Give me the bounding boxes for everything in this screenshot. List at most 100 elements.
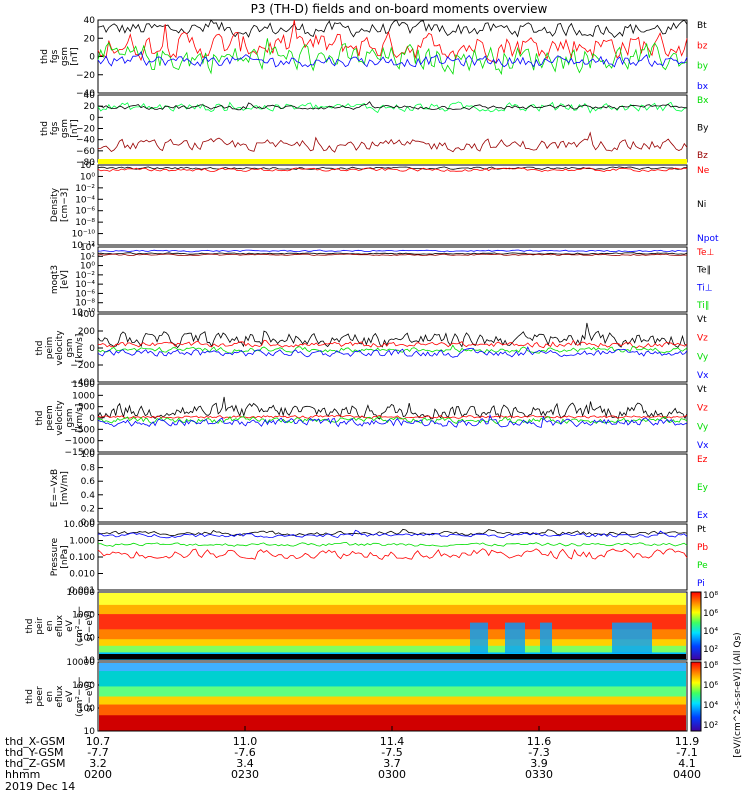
legend-Te⊥: Te⊥	[696, 248, 715, 258]
legend-bz: bz	[697, 41, 708, 51]
spectrogram-floor	[99, 654, 686, 659]
ytick-label: 10000	[66, 658, 95, 668]
ylabel-line: fgs	[50, 49, 60, 63]
series-Vt	[97, 396, 688, 420]
legend-Vz: Vz	[697, 334, 708, 344]
legend-Pt: Pt	[697, 525, 706, 535]
xaxis-row-label: thd_Y-GSM	[5, 746, 64, 759]
ylabel-line: peir	[35, 617, 45, 635]
xaxis-row-label: thd_Z-GSM	[5, 757, 65, 770]
ytick-label: −40	[76, 89, 95, 99]
ytick-label: −400	[70, 378, 95, 388]
colorbar-label: [eV/(cm^2-s-sr-eV)] (All Qs)	[733, 632, 743, 757]
ylabel-line: (cm²−s−	[75, 606, 85, 647]
legend-Npot: Npot	[697, 234, 719, 244]
date-label: 2019 Dec 14	[5, 780, 75, 793]
spectrogram-band	[99, 645, 686, 653]
ytick-label: 200	[78, 327, 95, 337]
colorbar-tick: 10⁶	[703, 609, 718, 619]
ylabel-line: thd	[25, 689, 35, 704]
ytick-label: 1000	[72, 611, 95, 621]
ytick-label: 40	[84, 91, 96, 101]
panel-4: 400 200 0 −200 −400 thd peim velocity gsm [km/s] V…	[35, 310, 709, 388]
ytick-label: −40	[76, 136, 95, 146]
spectrogram-band	[99, 614, 686, 630]
ylabel-line: thd	[40, 49, 50, 64]
ylabel-line: [km/s]	[75, 334, 85, 363]
spectrogram-band	[99, 686, 686, 697]
ytick-label: 10⁻²	[75, 184, 95, 194]
ytick-label: 10²	[80, 252, 95, 262]
ytick-label: 0.010	[69, 570, 95, 580]
figure-title: P3 (TH-D) fields and on-board moments ov…	[251, 2, 548, 16]
xaxis-value: -7.3	[528, 746, 549, 759]
ylabel-line: fgs	[50, 121, 60, 135]
ytick-label: 10⁻⁸	[75, 299, 95, 309]
ytick-label: −1000	[65, 437, 96, 447]
series-Vx	[97, 346, 688, 358]
ytick-label: 400	[78, 310, 95, 320]
ylabel-line: E=−VxB	[50, 469, 60, 507]
x-axis-block: thd_X-GSM 10.7 11.0 11.4 11.6 11.9 thd_Y-GSM -7…	[5, 726, 701, 793]
legend-Vy: Vy	[697, 352, 709, 362]
spectrogram-band	[99, 604, 686, 615]
ytick-label: 0.2	[81, 504, 95, 514]
ytick-label: 10⁻⁸	[75, 218, 95, 228]
series-Ni	[97, 166, 688, 170]
legend-Ti∥: Ti∥	[696, 301, 709, 311]
ytick-label: −60	[76, 147, 95, 157]
panel-frame	[97, 453, 688, 523]
ytick-label: 0.100	[69, 553, 95, 563]
ytick-label: 1.000	[69, 537, 95, 547]
ylabel-line: [nT]	[70, 119, 80, 137]
legend-by: by	[697, 62, 709, 72]
panel-8: 10000 1000 100 10 thd peir en eflux eV (cm²−s− sr−…	[25, 588, 688, 666]
xaxis-value: 0400	[673, 768, 701, 781]
spectrogram-feature	[540, 622, 552, 654]
legend-Vt: Vt	[697, 315, 707, 325]
ylabel-line: velocity	[55, 400, 65, 436]
spectrogram-feature	[612, 622, 652, 654]
panel-frame	[97, 383, 688, 453]
ylabel-line: sr−eV)	[85, 681, 95, 712]
series-Te-perp	[97, 253, 688, 257]
ytick-label: 10⁴	[80, 243, 95, 253]
ylabel-line: [nT]	[70, 47, 80, 65]
ylabel-line: [mV/m]	[60, 471, 70, 505]
panel-0: 40 20 0 −20 −40 thd fgs gsm [nT] Bt bz by bx	[40, 16, 709, 99]
panel-6: 1.0 0.8 0.6 0.4 0.2 0.0 E=−VxB [mV/m] Ez Ey Ex	[50, 450, 709, 528]
ylabel-line: gsm	[60, 119, 70, 138]
colorbar: 10⁸ 10⁶ 10⁴ 10² 10⁸ 10⁶ 10⁴ 10² [eV/(cm^2-s-sr-e…	[690, 591, 743, 758]
legend-Bx: Bx	[697, 96, 709, 106]
ytick-label: 0	[89, 53, 95, 63]
ytick-label: 10⁻¹⁰	[72, 230, 96, 240]
xaxis-value: 0330	[525, 768, 553, 781]
legend-By: By	[697, 124, 709, 134]
spectrogram-band	[99, 639, 686, 647]
xaxis-value: 0200	[84, 768, 112, 781]
ytick-label: −500	[70, 425, 95, 435]
ytick-label: 0	[89, 344, 95, 354]
ytick-label: 10⁻¹⁰	[72, 308, 96, 318]
ylabel-line: peer	[35, 686, 45, 707]
spectrogram-feature	[505, 622, 525, 654]
xaxis-value: 3.9	[530, 757, 548, 770]
legend-Ey: Ey	[697, 483, 709, 493]
spectrogram-feature	[470, 622, 488, 654]
panel-frame	[97, 523, 688, 591]
ytick-label: 10	[84, 656, 96, 666]
spectrogram-band	[99, 663, 686, 672]
xaxis-value: -7.1	[676, 746, 697, 759]
xaxis-value: 11.9	[675, 735, 700, 748]
xaxis-value: 11.4	[380, 735, 405, 748]
legend-Bt: Bt	[697, 21, 707, 31]
xaxis-row-label: hhmm	[5, 768, 40, 781]
ytick-label: 0	[89, 113, 95, 123]
ytick-label: 10⁻⁶	[75, 207, 95, 217]
series-Ne	[97, 167, 687, 173]
ylabel-line: thd	[25, 619, 35, 634]
ylabel-line: (cm²−s−	[75, 676, 85, 717]
series-Ti	[97, 249, 688, 253]
colorbar-tick: 10⁴	[703, 627, 718, 637]
